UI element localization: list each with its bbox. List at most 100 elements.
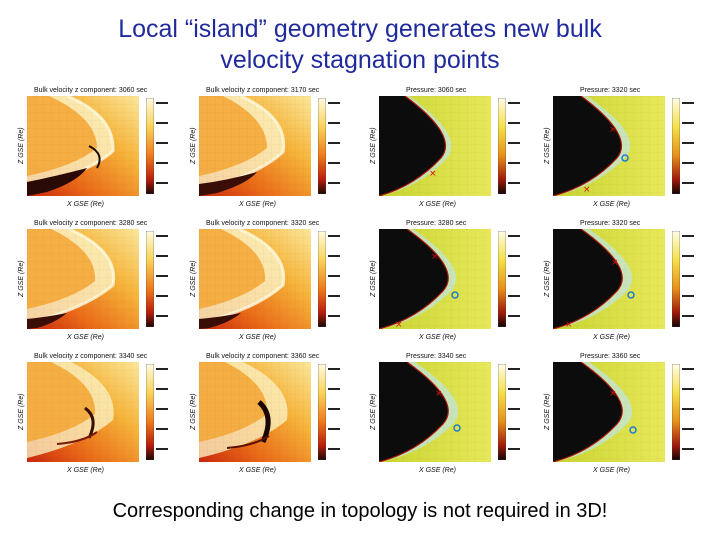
velocity-panel-3320: Bulk velocity z component: 3320 sec Z GS… bbox=[186, 219, 351, 344]
svg-text:X GSE (Re): X GSE (Re) bbox=[592, 467, 630, 474]
colorbar-ticks-icon bbox=[682, 102, 694, 184]
svg-text:X GSE (Re): X GSE (Re) bbox=[238, 467, 276, 474]
panel-title: Pressure: 3280 sec bbox=[406, 220, 467, 227]
panel-title: Pressure: 3320 sec bbox=[580, 220, 641, 227]
svg-text:X GSE (Re): X GSE (Re) bbox=[238, 201, 276, 208]
svg-text:X GSE (Re): X GSE (Re) bbox=[592, 334, 630, 341]
colorbar-ticks-icon bbox=[328, 102, 340, 184]
svg-text:Z GSE (Re): Z GSE (Re) bbox=[18, 393, 25, 431]
velocity-map bbox=[27, 96, 139, 196]
svg-text:X GSE (Re): X GSE (Re) bbox=[418, 201, 456, 208]
velocity-map bbox=[27, 362, 139, 462]
pressure-panel-3320-top: Pressure: 3320 sec × × Z GSE (Re) X GSE … bbox=[540, 86, 705, 211]
x-axis-label-icon: X GSE (Re) bbox=[592, 467, 630, 474]
pressure-panel-3360: Pressure: 3360 sec × Z GSE (Re) X GSE (R… bbox=[540, 352, 705, 477]
svg-text:Z GSE (Re): Z GSE (Re) bbox=[544, 127, 551, 165]
colorbar bbox=[146, 231, 154, 327]
slide-title-line-1: Local “island” geometry generates new bu… bbox=[118, 15, 602, 43]
pressure-map: × × bbox=[553, 229, 665, 329]
slide-caption: Corresponding change in topology is not … bbox=[112, 500, 608, 522]
x-axis-label-icon: X GSE (Re) bbox=[592, 201, 630, 208]
colorbar bbox=[146, 98, 154, 194]
svg-text:X GSE (Re): X GSE (Re) bbox=[418, 467, 456, 474]
x-axis-label-icon: X GSE (Re) bbox=[66, 334, 104, 341]
y-axis-label-icon: Z GSE (Re) bbox=[370, 127, 377, 165]
panel-title: Bulk velocity z component: 3060 sec bbox=[34, 87, 148, 94]
svg-text:Z GSE (Re): Z GSE (Re) bbox=[370, 393, 377, 431]
velocity-map bbox=[199, 96, 311, 196]
pressure-map: × × bbox=[553, 96, 665, 196]
x-axis-label-icon: X GSE (Re) bbox=[418, 467, 456, 474]
colorbar-ticks-icon bbox=[508, 368, 520, 450]
panel-title: Bulk velocity z component: 3170 sec bbox=[206, 87, 320, 94]
colorbar bbox=[146, 364, 154, 460]
y-axis-label-icon: Z GSE (Re) bbox=[18, 393, 25, 431]
pressure-map: × × bbox=[379, 229, 491, 329]
svg-text:X GSE (Re): X GSE (Re) bbox=[66, 201, 104, 208]
svg-text:X GSE (Re): X GSE (Re) bbox=[66, 467, 104, 474]
x-axis-label-icon: X GSE (Re) bbox=[592, 334, 630, 341]
colorbar bbox=[672, 364, 680, 460]
panel-title: Bulk velocity z component: 3320 sec bbox=[206, 220, 320, 227]
velocity-panel-3280: Bulk velocity z component: 3280 sec Z GS… bbox=[14, 219, 179, 344]
colorbar-ticks-icon bbox=[328, 368, 340, 450]
x-axis-label-icon: X GSE (Re) bbox=[66, 467, 104, 474]
svg-text:X GSE (Re): X GSE (Re) bbox=[66, 334, 104, 341]
y-axis-label-icon: Z GSE (Re) bbox=[544, 127, 551, 165]
panel-title: Bulk velocity z component: 3340 sec bbox=[34, 353, 148, 360]
x-axis-label-icon: X GSE (Re) bbox=[238, 334, 276, 341]
x-axis-label-icon: X GSE (Re) bbox=[418, 201, 456, 208]
pressure-panel-3060: Pressure: 3060 sec × Z GSE (Re) X GSE (R… bbox=[366, 86, 531, 211]
svg-text:Z GSE (Re): Z GSE (Re) bbox=[190, 127, 197, 165]
colorbar-ticks-icon bbox=[682, 235, 694, 317]
svg-text:Z GSE (Re): Z GSE (Re) bbox=[18, 260, 25, 298]
y-axis-label-icon: Z GSE (Re) bbox=[370, 393, 377, 431]
y-axis-label-icon: Z GSE (Re) bbox=[544, 260, 551, 298]
slide-title: Local “island” geometry generates new bu… bbox=[40, 14, 680, 76]
y-axis-label-icon: Z GSE (Re) bbox=[190, 393, 197, 431]
pressure-panel-3320: Pressure: 3320 sec × × Z GSE (Re) X GSE … bbox=[540, 219, 705, 344]
panel-title: Pressure: 3340 sec bbox=[406, 353, 467, 360]
velocity-panel-3060: Bulk velocity z component: 3060 sec Z GS… bbox=[14, 86, 179, 211]
colorbar bbox=[318, 364, 326, 460]
svg-text:X GSE (Re): X GSE (Re) bbox=[592, 201, 630, 208]
y-axis-label-icon: Z GSE (Re) bbox=[190, 260, 197, 298]
y-axis-label-icon: Z GSE (Re) bbox=[18, 260, 25, 298]
colorbar bbox=[318, 98, 326, 194]
pressure-panel-3280: Pressure: 3280 sec × × Z GSE (Re) X GSE … bbox=[366, 219, 531, 344]
colorbar-ticks-icon bbox=[156, 102, 168, 184]
pressure-map: × bbox=[379, 96, 491, 196]
colorbar-ticks-icon bbox=[328, 235, 340, 317]
colorbar-ticks-icon bbox=[156, 368, 168, 450]
slide-title-line-2: velocity stagnation points bbox=[220, 46, 500, 74]
panel-title: Pressure: 3060 sec bbox=[406, 87, 467, 94]
y-axis-label-icon: Z GSE (Re) bbox=[18, 127, 25, 165]
panel-title: Pressure: 3320 sec bbox=[580, 87, 641, 94]
y-axis-label-icon: Z GSE (Re) bbox=[370, 260, 377, 298]
velocity-panel-3170: Bulk velocity z component: 3170 sec Z GS… bbox=[186, 86, 351, 211]
colorbar-ticks-icon bbox=[682, 368, 694, 450]
x-axis-label-icon: X GSE (Re) bbox=[238, 201, 276, 208]
svg-text:Z GSE (Re): Z GSE (Re) bbox=[190, 260, 197, 298]
velocity-map bbox=[27, 229, 139, 329]
svg-text:Z GSE (Re): Z GSE (Re) bbox=[190, 393, 197, 431]
velocity-map bbox=[199, 362, 311, 462]
velocity-map bbox=[199, 229, 311, 329]
colorbar bbox=[672, 231, 680, 327]
x-axis-label-icon: X GSE (Re) bbox=[418, 334, 456, 341]
svg-text:Z GSE (Re): Z GSE (Re) bbox=[370, 260, 377, 298]
y-axis-label-icon: Z GSE (Re) bbox=[190, 127, 197, 165]
colorbar bbox=[318, 231, 326, 327]
pressure-map: × bbox=[553, 362, 665, 462]
colorbar-ticks-icon bbox=[156, 235, 168, 317]
colorbar bbox=[498, 98, 506, 194]
pressure-panel-3340: Pressure: 3340 sec × Z GSE (Re) X GSE (R… bbox=[366, 352, 531, 477]
svg-text:Z GSE (Re): Z GSE (Re) bbox=[544, 260, 551, 298]
colorbar bbox=[672, 98, 680, 194]
velocity-panel-3340: Bulk velocity z component: 3340 sec Z GS… bbox=[14, 352, 179, 477]
panel-title: Bulk velocity z component: 3280 sec bbox=[34, 220, 148, 227]
velocity-panel-3360: Bulk velocity z component: 3360 sec Z GS… bbox=[186, 352, 351, 477]
colorbar-ticks-icon bbox=[508, 235, 520, 317]
y-axis-label-icon: Z GSE (Re) bbox=[544, 393, 551, 431]
colorbar-ticks-icon bbox=[508, 102, 520, 184]
